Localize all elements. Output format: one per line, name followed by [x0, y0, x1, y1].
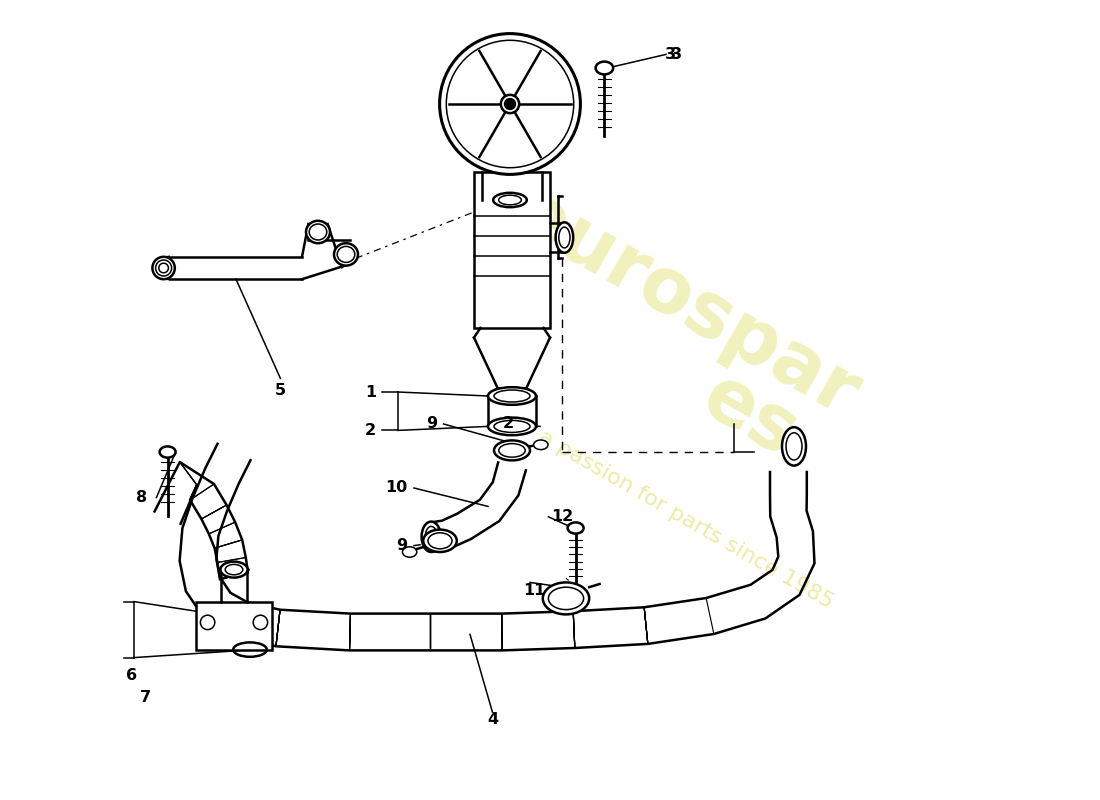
Text: 2: 2 — [365, 423, 376, 438]
Ellipse shape — [542, 582, 590, 614]
Ellipse shape — [534, 440, 548, 450]
Ellipse shape — [595, 62, 613, 74]
Text: 11: 11 — [522, 583, 546, 598]
Bar — [196, 602, 272, 650]
Ellipse shape — [568, 522, 584, 534]
Text: 2: 2 — [503, 417, 514, 431]
Text: 9: 9 — [426, 417, 437, 431]
Text: 7: 7 — [140, 690, 151, 705]
Text: 8: 8 — [136, 490, 147, 505]
Text: 6: 6 — [126, 669, 138, 683]
Ellipse shape — [549, 587, 584, 610]
Circle shape — [253, 615, 267, 630]
Circle shape — [500, 95, 519, 113]
Ellipse shape — [403, 547, 417, 557]
Ellipse shape — [488, 387, 536, 405]
Text: 4: 4 — [487, 713, 498, 727]
Ellipse shape — [153, 257, 175, 279]
Text: 12: 12 — [552, 510, 574, 524]
Ellipse shape — [498, 195, 521, 205]
Ellipse shape — [494, 440, 530, 461]
Ellipse shape — [428, 533, 452, 549]
Ellipse shape — [559, 227, 570, 248]
Circle shape — [440, 34, 581, 174]
Text: 9: 9 — [396, 538, 408, 553]
Ellipse shape — [556, 222, 573, 253]
Ellipse shape — [498, 443, 525, 458]
Ellipse shape — [426, 526, 437, 547]
Circle shape — [505, 99, 515, 109]
Ellipse shape — [334, 243, 358, 266]
Circle shape — [200, 615, 214, 630]
Ellipse shape — [424, 530, 456, 552]
Ellipse shape — [309, 224, 327, 240]
Text: 5: 5 — [275, 383, 286, 398]
Text: eurospar: eurospar — [500, 175, 871, 433]
Ellipse shape — [160, 446, 176, 458]
Ellipse shape — [493, 193, 527, 207]
Text: 3: 3 — [664, 47, 675, 62]
Ellipse shape — [782, 427, 806, 466]
Bar — [474, 172, 550, 328]
Ellipse shape — [158, 263, 168, 273]
Text: es: es — [690, 360, 811, 472]
Ellipse shape — [421, 522, 441, 552]
Text: 3: 3 — [671, 47, 682, 62]
Ellipse shape — [494, 390, 530, 402]
Text: a passion for parts since 1985: a passion for parts since 1985 — [535, 427, 837, 613]
Ellipse shape — [488, 418, 536, 435]
Ellipse shape — [226, 565, 243, 574]
Ellipse shape — [220, 562, 248, 578]
Text: 1: 1 — [365, 385, 376, 399]
Ellipse shape — [155, 260, 172, 276]
Ellipse shape — [306, 221, 330, 243]
Ellipse shape — [786, 433, 802, 460]
Ellipse shape — [494, 421, 530, 432]
Text: 10: 10 — [385, 481, 407, 495]
Ellipse shape — [338, 246, 355, 262]
